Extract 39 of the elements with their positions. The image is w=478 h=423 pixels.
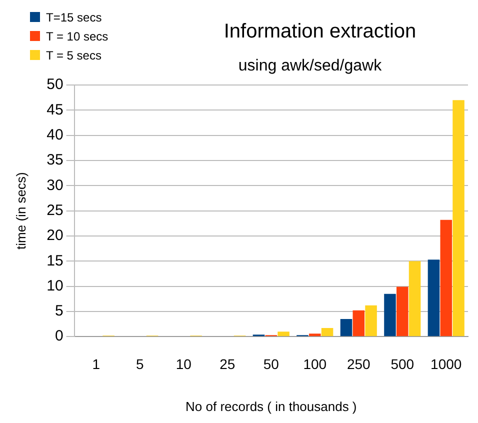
x-tick-label: 25: [220, 356, 236, 372]
x-tick-label: 10: [176, 356, 192, 372]
y-tick-label: 20: [46, 227, 64, 244]
y-tick-label: 10: [46, 277, 64, 294]
x-tick-label: 100: [303, 356, 327, 372]
bar: [340, 318, 352, 336]
x-tick-label: 250: [346, 356, 371, 372]
bar: [365, 305, 377, 336]
chart-title: Information extraction: [224, 20, 416, 43]
y-tick-label: 15: [46, 252, 64, 270]
y-tick-label: 30: [46, 176, 64, 194]
bar: [408, 261, 421, 336]
chart-subtitle: using awk/sed/gawk: [238, 57, 383, 74]
bar: [321, 328, 334, 336]
bar: [309, 334, 321, 336]
x-tick-label: 5: [136, 356, 144, 372]
y-tick-label: 40: [46, 126, 64, 144]
x-tick-label: 50: [263, 356, 280, 372]
x-tick-label: 1000: [430, 356, 462, 372]
y-tick-label: 5: [54, 302, 64, 320]
y-tick-label: 45: [46, 101, 64, 118]
x-tick-label: 1: [92, 356, 100, 372]
x-axis-title: No of records ( in thousands ): [186, 398, 357, 414]
bar: [440, 220, 452, 336]
y-tick-label: 35: [46, 152, 64, 169]
y-axis-title: time (in secs): [13, 172, 28, 250]
x-tick-label: 500: [390, 356, 414, 372]
bar: [428, 260, 440, 336]
legend-label: T=15 secs: [46, 10, 102, 24]
bar: [396, 286, 408, 336]
legend-label: T = 10 secs: [46, 29, 108, 44]
y-tick-label: 0: [54, 328, 64, 345]
bar: [278, 332, 290, 336]
legend-label: T = 5 secs: [46, 48, 102, 62]
bar: [384, 294, 396, 336]
y-tick-label: 50: [46, 76, 64, 94]
y-tick-label: 25: [46, 202, 64, 219]
bar: [452, 100, 464, 336]
bar: [352, 310, 365, 336]
